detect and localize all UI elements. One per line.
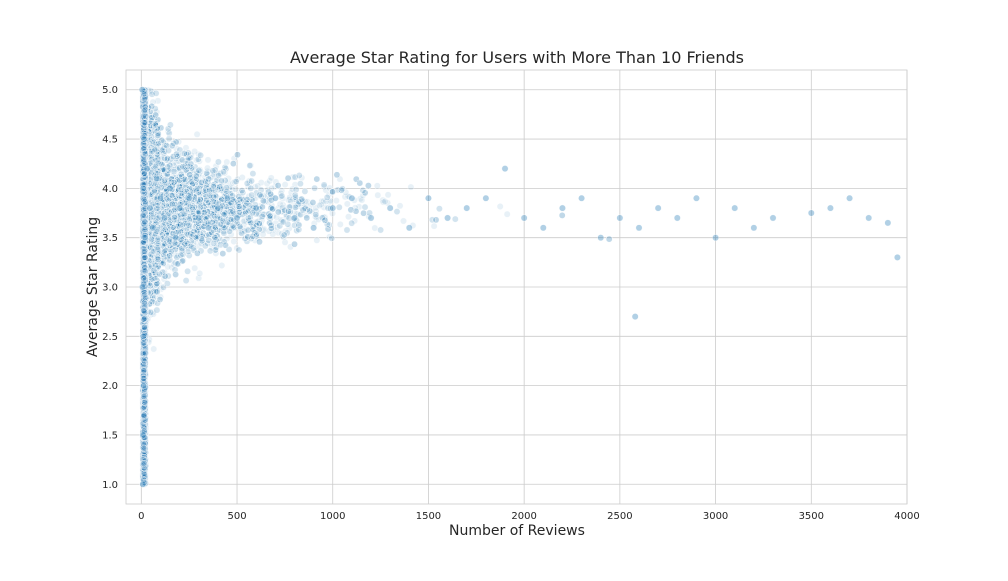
scatter-point [316,202,322,208]
scatter-point [374,183,380,189]
scatter-point [194,131,200,137]
scatter-point [151,346,157,352]
grid-lines [126,70,907,504]
scatter-point [268,175,274,181]
scatter-point [372,225,378,231]
scatter-point [375,192,381,198]
scatter-point [408,184,414,190]
scatter-point [192,265,198,271]
scatter-point [337,221,343,227]
scatter-point [382,198,388,204]
x-axis-label: Number of Reviews [449,523,585,539]
scatter-point [314,237,320,243]
scatter-point [344,201,350,207]
scatter-point [232,186,238,192]
scatter-point [231,238,237,244]
scatter-point [497,203,503,209]
scatter-point [345,214,351,220]
scatter-point [385,192,391,198]
scatter-point [197,270,203,276]
scatter-point [397,203,403,209]
scatter-point [431,223,437,229]
scatter-point [333,197,339,203]
chart-title: Average Star Rating for Users with More … [290,48,744,67]
scatter-point [219,262,225,268]
scatter-point [400,218,406,224]
scatter-point [205,157,211,163]
scatter-point [504,211,510,217]
scatter-point [282,181,288,187]
y-axis-label: Average Star Rating [85,217,101,357]
